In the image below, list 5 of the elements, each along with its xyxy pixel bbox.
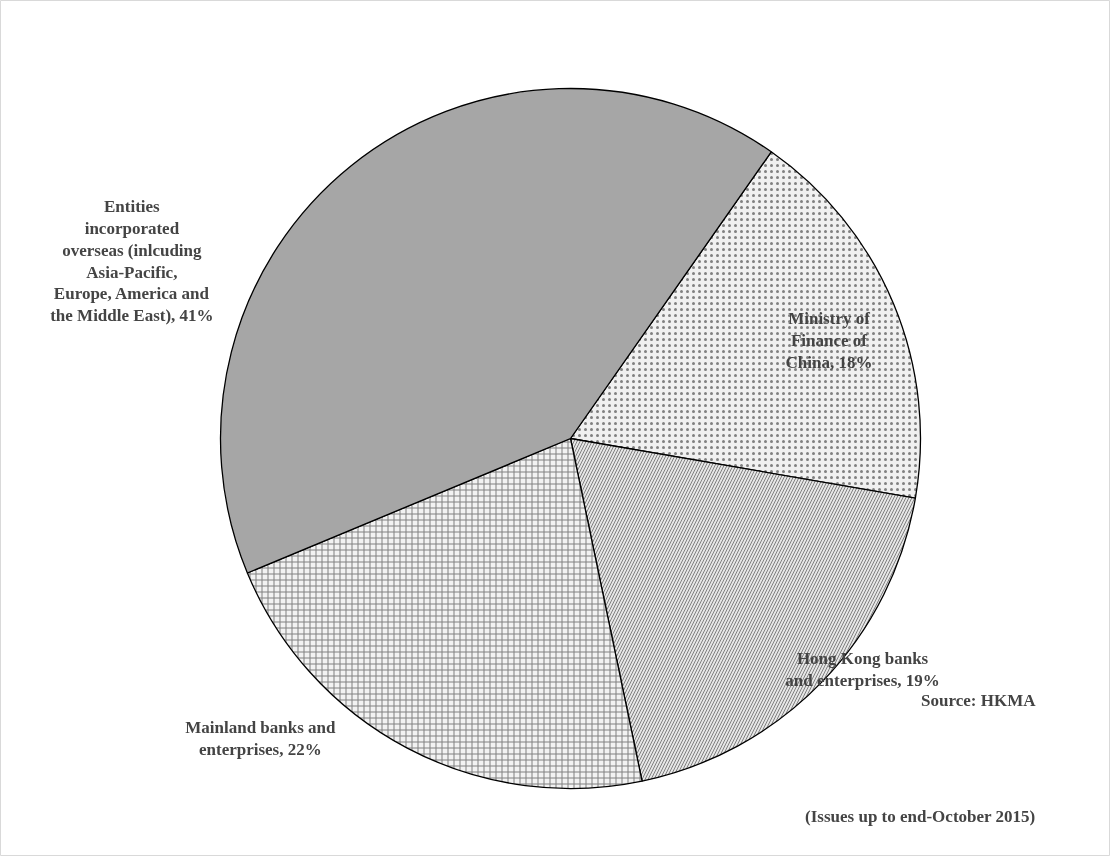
source-note: Source: HKMA: [921, 691, 1037, 710]
slice-label: Entities incorporated overseas (inlcuding Asia-Pacific, Europe, America and the Middle East), 41%: [50, 197, 214, 326]
text: (Issues up to end-October 2015): [805, 807, 1036, 826]
slice-label: Mainland banks and enterprises, 22%: [185, 718, 337, 760]
slice-label: Ministry of Finance of China, 18%: [785, 308, 873, 372]
